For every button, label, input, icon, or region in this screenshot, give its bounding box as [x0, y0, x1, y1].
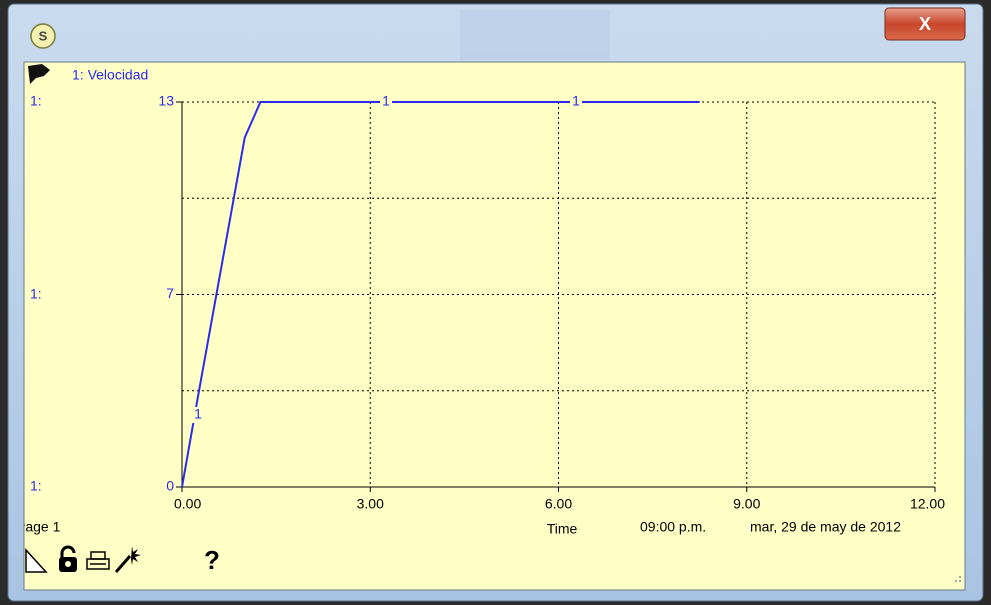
title-blur [460, 10, 610, 60]
series-label: 1 [382, 93, 390, 109]
x-axis-title: Time [547, 521, 578, 537]
axis-prefix: 1: [30, 93, 42, 109]
graph-panel [24, 62, 965, 590]
y-tick-label: 0 [166, 478, 174, 494]
window: S X 1: Velocidad 1: 1: 1: Time Page 1 09… [0, 0, 991, 605]
y-tick-label: 13 [158, 93, 174, 109]
axis-prefix: 1: [30, 478, 42, 494]
x-tick-label: 9.00 [733, 496, 760, 512]
series-label: 1 [194, 406, 202, 422]
close-label: X [919, 14, 931, 34]
footer-date: mar, 29 de may de 2012 [750, 519, 901, 535]
series-label: 1 [572, 93, 580, 109]
x-tick-label: 3.00 [357, 496, 384, 512]
x-tick-label: 0.00 [174, 496, 201, 512]
app-icon-label: S [39, 28, 48, 43]
x-tick-label: 12.00 [910, 496, 945, 512]
footer-time: 09:00 p.m. [640, 519, 706, 535]
x-tick-label: 6.00 [545, 496, 572, 512]
legend-entry: 1: Velocidad [72, 67, 148, 83]
axis-prefix: 1: [30, 286, 42, 302]
y-tick-label: 7 [166, 285, 174, 301]
help-icon[interactable]: ? [204, 545, 220, 575]
